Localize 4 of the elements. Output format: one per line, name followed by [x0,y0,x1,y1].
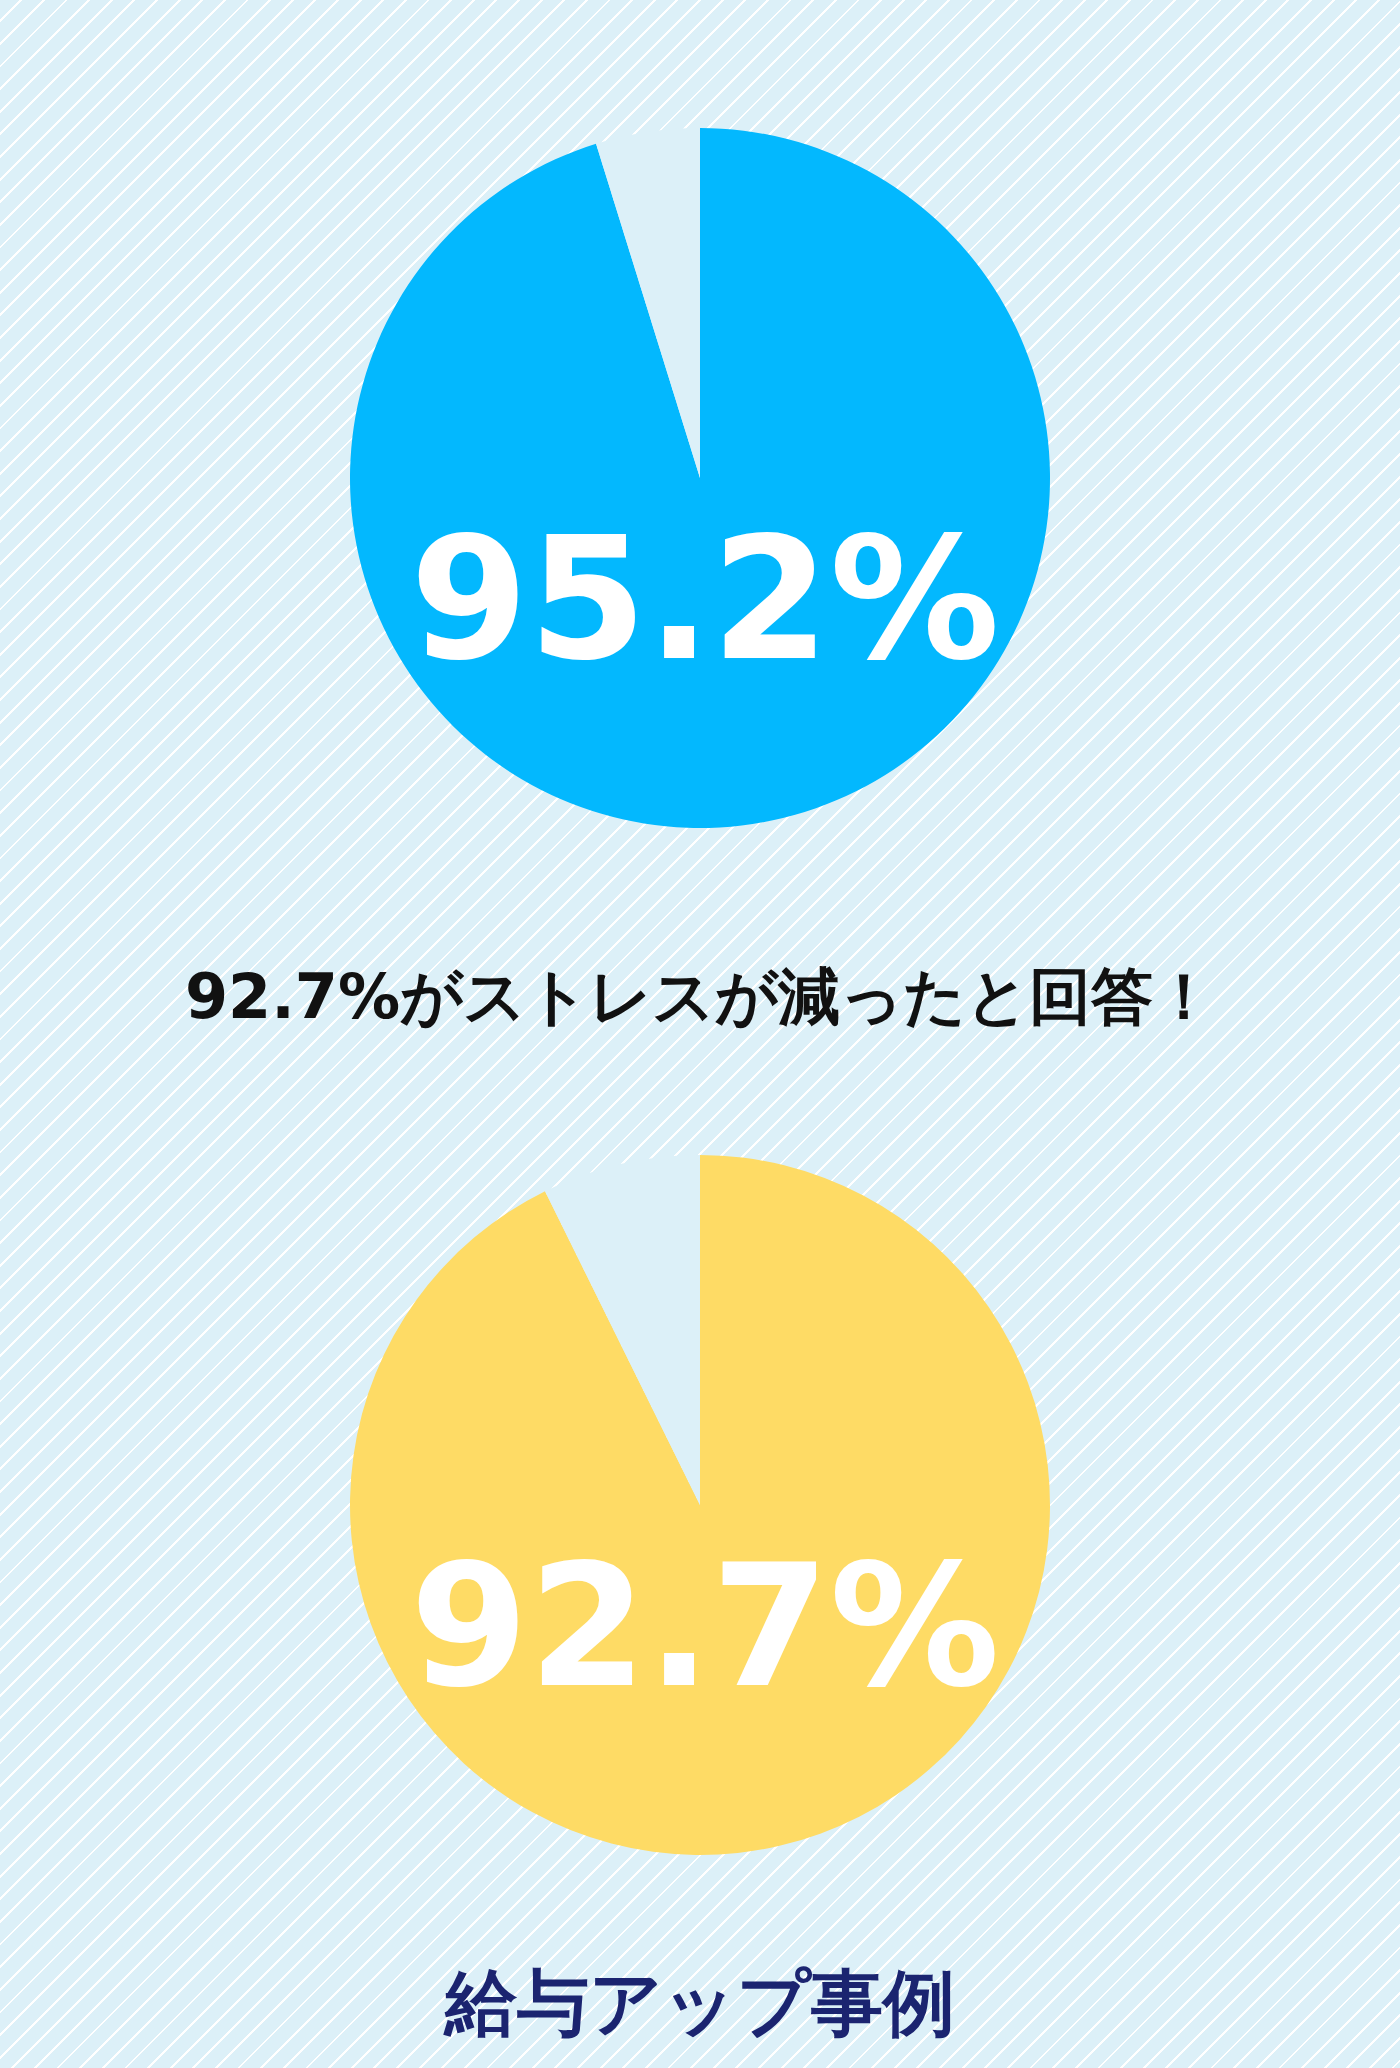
chart-title: 92.7%がストレスが減ったと回答！ [184,960,1216,1033]
data-label: 92.7% [410,1527,1000,1725]
data-label: 95.2% [410,500,1000,698]
text: 給与アップ事例 [443,1961,955,2045]
